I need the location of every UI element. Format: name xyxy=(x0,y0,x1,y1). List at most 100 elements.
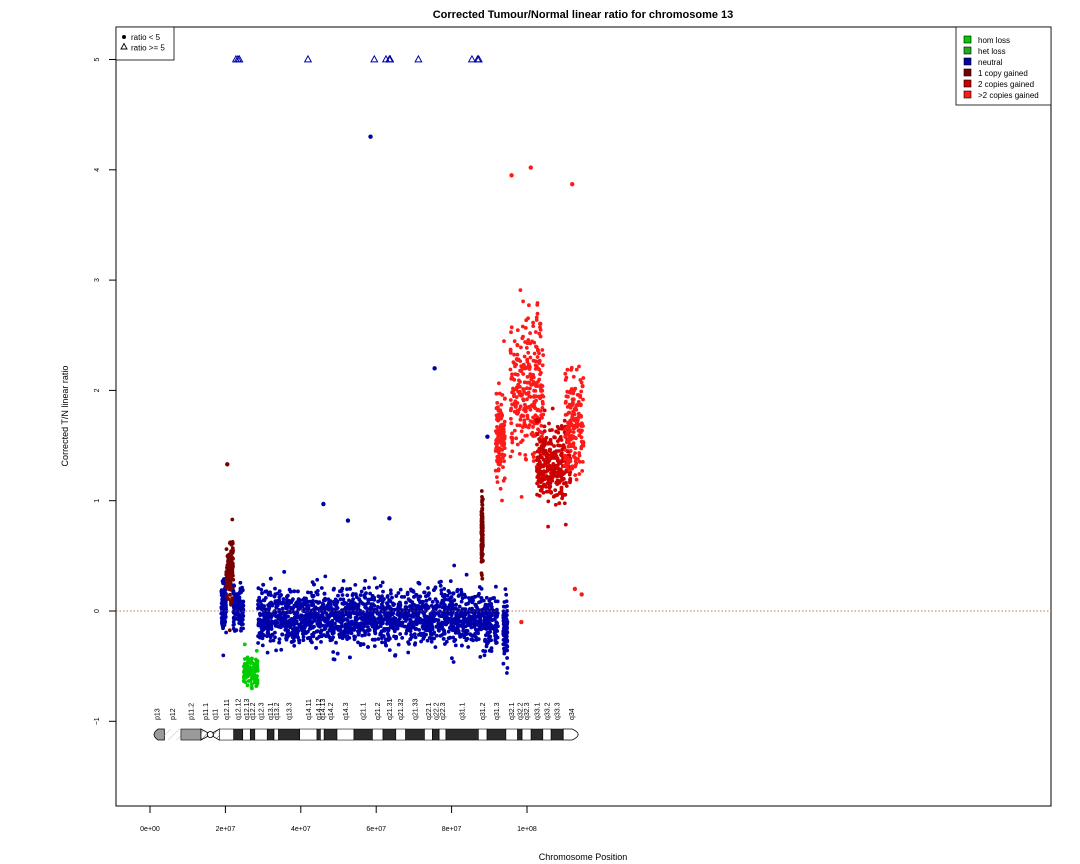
data-point xyxy=(424,598,429,603)
data-point xyxy=(417,628,421,632)
data-point xyxy=(533,363,538,368)
data-point xyxy=(512,339,517,344)
data-point xyxy=(354,616,359,621)
data-point xyxy=(231,589,236,593)
data-point xyxy=(503,634,508,639)
data-point xyxy=(430,624,434,629)
data-point xyxy=(407,642,411,646)
data-point xyxy=(539,423,544,428)
data-point xyxy=(534,318,539,322)
data-point xyxy=(315,592,320,597)
data-point xyxy=(306,629,310,634)
data-point xyxy=(327,614,331,619)
data-point xyxy=(481,611,485,615)
data-point xyxy=(399,595,404,599)
data-point xyxy=(256,622,261,627)
data-point xyxy=(573,451,577,455)
outlier-point xyxy=(432,366,437,371)
data-point xyxy=(448,635,452,640)
data-point xyxy=(323,574,328,579)
data-point xyxy=(363,633,367,637)
data-point xyxy=(455,625,460,629)
data-point xyxy=(439,626,443,630)
data-point xyxy=(563,457,567,462)
ideogram-band xyxy=(266,728,275,741)
data-point xyxy=(479,571,484,576)
data-point xyxy=(321,602,326,607)
data-point xyxy=(232,592,237,597)
data-point xyxy=(363,578,368,583)
data-point xyxy=(353,583,358,587)
data-point xyxy=(444,614,449,619)
data-point xyxy=(272,594,277,599)
outlier-point xyxy=(485,434,490,439)
data-point xyxy=(525,413,530,418)
data-point xyxy=(525,380,529,385)
data-point xyxy=(509,325,514,330)
data-point xyxy=(243,680,248,684)
data-point xyxy=(449,605,454,610)
data-point xyxy=(499,402,504,407)
data-point xyxy=(373,637,377,642)
outlier-point xyxy=(225,462,230,467)
data-point xyxy=(574,367,579,372)
data-point xyxy=(256,606,260,611)
ideogram-band xyxy=(233,728,244,741)
data-point xyxy=(389,625,394,630)
data-point xyxy=(345,587,349,592)
data-point xyxy=(528,373,533,378)
data-point xyxy=(421,636,426,641)
data-point xyxy=(416,615,421,620)
x-tick-label: 8e+07 xyxy=(442,826,462,833)
ideogram-band-label: q33.1 xyxy=(534,702,541,720)
data-point xyxy=(509,330,513,335)
data-point xyxy=(239,622,244,627)
data-point xyxy=(390,609,394,614)
data-point xyxy=(534,398,538,403)
data-point xyxy=(331,650,336,654)
data-point xyxy=(570,436,574,441)
data-point xyxy=(246,672,251,677)
data-point xyxy=(314,611,319,616)
data-point xyxy=(458,634,463,639)
data-point xyxy=(532,395,536,399)
legend-shape-label: ratio >= 5 xyxy=(131,44,165,53)
y-tick-label: −1 xyxy=(94,717,101,725)
data-point xyxy=(547,485,552,490)
data-point xyxy=(542,429,547,433)
legend-marker-circle xyxy=(122,35,126,39)
data-point xyxy=(361,617,366,622)
data-point xyxy=(273,601,278,606)
ideogram-band xyxy=(445,728,479,741)
data-point xyxy=(508,454,513,459)
triangle-point xyxy=(414,54,423,63)
data-point xyxy=(532,405,536,409)
outlier-point xyxy=(572,586,578,592)
data-point xyxy=(523,340,527,344)
data-points xyxy=(219,54,586,691)
data-point xyxy=(301,635,306,639)
data-point xyxy=(292,619,297,624)
data-point xyxy=(387,648,392,652)
x-tick-label: 0e+00 xyxy=(140,826,160,833)
data-point xyxy=(557,501,562,506)
data-point xyxy=(422,590,427,595)
data-point xyxy=(371,619,376,624)
data-point xyxy=(479,559,484,564)
data-point xyxy=(462,592,467,597)
data-point xyxy=(569,464,574,469)
data-point xyxy=(424,614,429,619)
centromere-marker xyxy=(206,731,214,738)
ideogram-band xyxy=(219,728,234,741)
data-point xyxy=(508,347,513,352)
data-point xyxy=(479,489,484,493)
data-point xyxy=(514,411,519,416)
data-point xyxy=(563,413,568,417)
data-point xyxy=(553,488,558,492)
data-point xyxy=(555,456,560,461)
data-point xyxy=(231,548,236,553)
data-point xyxy=(484,595,489,600)
data-point xyxy=(536,462,540,467)
ideogram-band-label: q21.2 xyxy=(375,702,382,720)
data-point xyxy=(368,591,372,596)
